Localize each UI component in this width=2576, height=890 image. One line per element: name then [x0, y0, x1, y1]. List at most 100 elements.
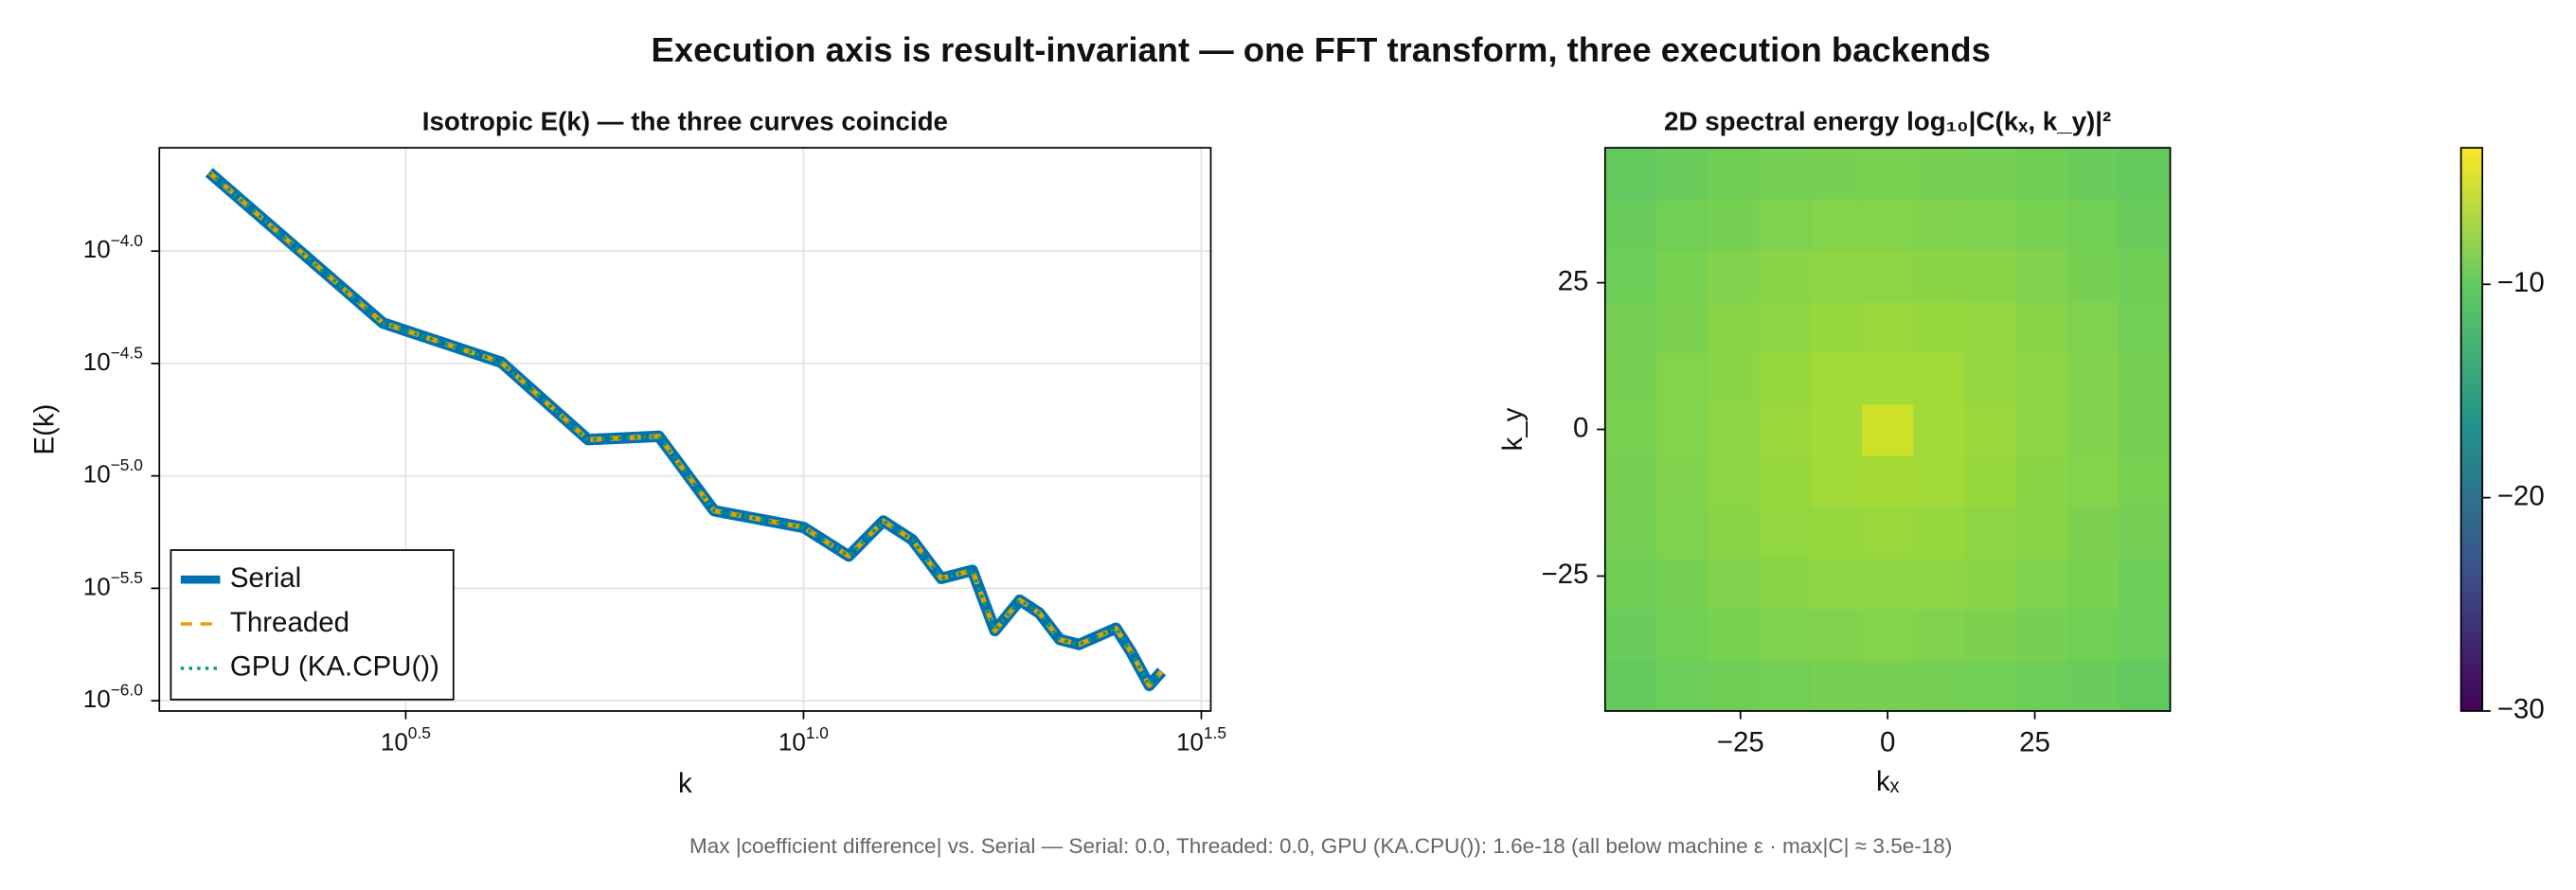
colorbar-tick-label: −30	[2497, 694, 2545, 725]
heatmap-cell	[1862, 608, 1915, 661]
x-axis-label: kₓ	[1876, 766, 1900, 797]
heatmap-cell	[1862, 454, 1915, 507]
subplot-title: 2D spectral energy log₁₀|C(kₓ, k_y)|²	[1664, 106, 2111, 135]
heatmap-cell	[1862, 403, 1915, 456]
heatmap-cell	[1708, 608, 1761, 661]
heatmap-cell	[1656, 148, 1709, 201]
heatmap-cell	[1913, 148, 1966, 201]
heatmap-cell	[1708, 250, 1761, 303]
heatmap-cell	[1913, 608, 1966, 661]
x-tick-label: 100.5	[381, 723, 431, 756]
heatmap-cell	[1913, 301, 1966, 353]
heatmap-cell	[1964, 301, 2017, 353]
heatmap-cell	[1862, 557, 1915, 610]
heatmap-cell	[1656, 659, 1709, 712]
heatmap-cell	[1759, 454, 1812, 507]
heatmap-cell	[1862, 506, 1915, 559]
heatmap-cell	[1810, 454, 1864, 507]
heatmap-cell	[2119, 557, 2172, 610]
heatmap-cell	[1810, 608, 1864, 661]
heatmap-cell	[1810, 301, 1864, 353]
heatmap-cell	[1605, 403, 1658, 456]
y-tick-label: 0	[1573, 412, 1588, 443]
colorbar-tick-label: −20	[2497, 480, 2545, 511]
heatmap-cell	[1605, 659, 1658, 712]
heatmap-cell	[1964, 454, 2017, 507]
heatmap-cell	[1656, 506, 1709, 559]
legend-box	[170, 549, 455, 701]
heatmap-cell	[1759, 250, 1812, 303]
y-tick-label: 10−4.0	[83, 230, 143, 263]
heatmap-cell	[1605, 148, 1658, 201]
heatmap-cell	[1913, 659, 1966, 712]
heatmap-cell	[1605, 454, 1658, 507]
heatmap-cell	[2066, 659, 2120, 712]
heatmap-cell	[2066, 608, 2120, 661]
heatmap-cell	[1708, 301, 1761, 353]
legend-label: GPU (KA.CPU())	[230, 651, 439, 683]
heatmap-cell	[1913, 199, 1966, 252]
heatmap-cell	[1605, 352, 1658, 405]
heatmap-cell	[1656, 352, 1709, 405]
heatmap-cell	[2015, 301, 2069, 353]
heatmap-cell	[2066, 199, 2120, 252]
heatmap-cell	[2119, 250, 2172, 303]
heatmap-cell	[2119, 454, 2172, 507]
heatmap-cell	[1964, 148, 2017, 201]
legend-label: Threaded	[230, 607, 349, 638]
heatmap-cell	[1810, 659, 1864, 712]
heatmap-cell	[1605, 199, 1658, 252]
colorbar-tick-label: −10	[2497, 267, 2545, 298]
heatmap-cell	[2066, 250, 2120, 303]
heatmap-cell	[1810, 148, 1864, 201]
heatmap-cell	[1708, 659, 1761, 712]
heatmap-cell	[2015, 608, 2069, 661]
heatmap-cell	[1964, 199, 2017, 252]
heatmap-cell	[1759, 608, 1812, 661]
heatmap-cell	[2015, 352, 2069, 405]
legend-label: Serial	[230, 562, 301, 594]
heatmap-cell	[1656, 250, 1709, 303]
heatmap-cell	[2066, 352, 2120, 405]
heatmap-cell	[1810, 352, 1864, 405]
x-tick-label: 25	[2019, 726, 2050, 757]
heatmap-cell	[1964, 352, 2017, 405]
heatmap-cell	[1656, 608, 1709, 661]
y-axis-label: E(k)	[28, 404, 60, 455]
heatmap-cell	[1862, 301, 1915, 353]
heatmap-cell	[1759, 403, 1812, 456]
heatmap-cell	[2066, 148, 2120, 201]
heatmap-cell	[1862, 352, 1915, 405]
heatmap-cell	[2066, 403, 2120, 456]
heatmap-cell	[2015, 403, 2069, 456]
heatmap-cell	[2015, 659, 2069, 712]
heatmap-cell	[1759, 557, 1812, 610]
heatmap-cell	[1759, 199, 1812, 252]
x-tick-label: −25	[1717, 726, 1764, 757]
heatmap-cell	[1708, 506, 1761, 559]
colorbar	[2460, 147, 2483, 712]
heatmap-cell	[1605, 506, 1658, 559]
y-axis-label: k_y	[1497, 407, 1529, 451]
heatmap-cell	[1862, 659, 1915, 712]
heatmap-cell	[2015, 557, 2069, 610]
heatmap-cell	[2015, 148, 2069, 201]
footnote: Max |coefficient difference| vs. Serial …	[689, 834, 1952, 858]
heatmap-cell	[2119, 403, 2172, 456]
heatmap-cell	[1759, 148, 1812, 201]
heatmap-cell	[1913, 250, 1966, 303]
y-tick-label: 10−6.0	[83, 680, 143, 713]
heatmap-cell	[1913, 403, 1966, 456]
heatmap-cell	[2119, 199, 2172, 252]
heatmap-cell	[1759, 659, 1812, 712]
heatmap-cell	[2119, 352, 2172, 405]
y-tick-label: 10−5.5	[83, 568, 143, 601]
heatmap-cell	[2015, 454, 2069, 507]
heatmap-cell	[2066, 454, 2120, 507]
heatmap-cell	[1810, 250, 1864, 303]
heatmap-cell	[1656, 557, 1709, 610]
heatmap-cell	[1964, 506, 2017, 559]
heatmap-cell	[1964, 403, 2017, 456]
heatmap-cell	[1810, 557, 1864, 610]
